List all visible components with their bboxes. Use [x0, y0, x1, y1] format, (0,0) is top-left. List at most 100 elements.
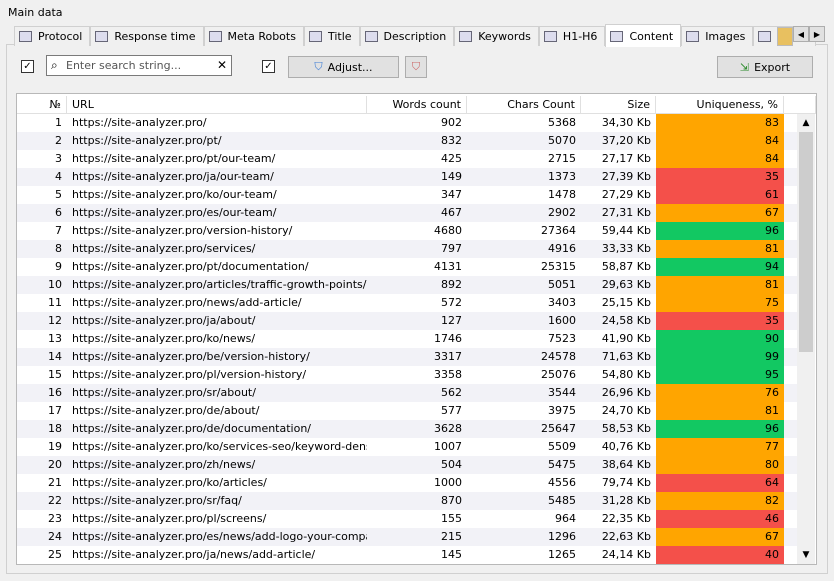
table-cell: 1296: [548, 530, 576, 543]
tab-icon: [610, 30, 624, 42]
column-header[interactable]: Chars Count: [467, 96, 581, 114]
scrollbar[interactable]: ▲ ▼: [797, 114, 815, 564]
table-cell: 27,31 Kb: [601, 206, 651, 219]
table-cell: https://site-analyzer.pro/articles/traff…: [72, 278, 367, 291]
row-background: [17, 204, 797, 222]
table-cell: https://site-analyzer.pro/ja/about/: [72, 314, 256, 327]
column-header[interactable]: Words count: [367, 96, 467, 114]
export-button[interactable]: ⇲ Export: [717, 56, 813, 78]
table-cell: https://site-analyzer.pro/ja/our-team/: [72, 170, 274, 183]
tab-label: Title: [327, 30, 352, 43]
uniqueness-cell: 95: [656, 366, 784, 384]
tab[interactable]: Meta Robots: [203, 26, 304, 46]
table-cell: 58,53 Kb: [601, 422, 651, 435]
table-cell: 22,35 Kb: [601, 512, 651, 525]
row-background: [17, 132, 797, 150]
checkbox[interactable]: ✓: [262, 60, 275, 73]
tab[interactable]: Response time: [90, 26, 204, 46]
tab[interactable]: Title: [303, 26, 360, 46]
table-cell: 26,96 Kb: [601, 386, 651, 399]
table-cell: 24: [48, 530, 62, 543]
table-cell: 27,39 Kb: [601, 170, 651, 183]
button-label: Adjust...: [327, 60, 373, 74]
row-background: [17, 456, 797, 474]
uniqueness-cell: 96: [656, 222, 784, 240]
row-background: [17, 402, 797, 420]
table-cell: 3628: [434, 422, 462, 435]
window-title: Main data: [8, 6, 63, 19]
data-table: ▲ ▼ № URL Words count Chars Count Size Unique…: [16, 93, 817, 565]
table-cell: 902: [441, 116, 462, 129]
table-cell: 1373: [548, 170, 576, 183]
table-cell: https://site-analyzer.pro/news/add-artic…: [72, 296, 302, 309]
scroll-thumb[interactable]: [799, 132, 813, 352]
row-background: [17, 114, 797, 132]
tab[interactable]: H1-H6: [538, 26, 606, 46]
row-background: [17, 528, 797, 546]
tab-scroll-right[interactable]: ▶: [809, 26, 825, 42]
uniqueness-cell: 35: [656, 312, 784, 330]
uniqueness-cell: 64: [656, 474, 784, 492]
row-background: [17, 438, 797, 456]
row-background: [17, 330, 797, 348]
table-cell: 21: [48, 476, 62, 489]
column-header[interactable]: Uniqueness, %: [656, 96, 784, 114]
table-cell: 18: [48, 422, 62, 435]
adjust-button[interactable]: ⛉ Adjust...: [288, 56, 399, 78]
row-background: [17, 492, 797, 510]
column-header[interactable]: №: [17, 96, 67, 114]
table-cell: https://site-analyzer.pro/pt/documentati…: [72, 260, 309, 273]
table-cell: 12: [48, 314, 62, 327]
tab-label: Description: [383, 30, 447, 43]
table-cell: 2715: [548, 152, 576, 165]
table-cell: 7523: [548, 332, 576, 345]
search-placeholder: Enter search string...: [66, 59, 182, 72]
clear-filter-button[interactable]: ⛉: [405, 56, 427, 78]
table-cell: 23: [48, 512, 62, 525]
table-cell: 215: [441, 530, 462, 543]
tab[interactable]: Images: [681, 26, 754, 46]
table-cell: https://site-analyzer.pro/: [72, 116, 207, 129]
uniqueness-cell: 61: [656, 186, 784, 204]
table-cell: 27,17 Kb: [601, 152, 651, 165]
row-background: [17, 420, 797, 438]
table-cell: https://site-analyzer.pro/ko/our-team/: [72, 188, 277, 201]
table-cell: 25,15 Kb: [601, 296, 651, 309]
search-box[interactable]: ⌕ Enter search string... ✕: [46, 55, 232, 76]
table-cell: https://site-analyzer.pro/version-histor…: [72, 224, 293, 237]
table-cell: 572: [441, 296, 462, 309]
row-background: [17, 150, 797, 168]
uniqueness-cell: 84: [656, 150, 784, 168]
tab[interactable]: Keywords: [454, 26, 539, 46]
row-background: [17, 474, 797, 492]
table-cell: 71,63 Kb: [601, 350, 651, 363]
column-header[interactable]: URL: [67, 96, 367, 114]
tab-overflow: [777, 27, 793, 46]
table-cell: 6: [55, 206, 62, 219]
uniqueness-cell: 67: [656, 528, 784, 546]
uniqueness-cell: 76: [656, 384, 784, 402]
table-cell: 1600: [548, 314, 576, 327]
tab[interactable]: Description: [359, 26, 455, 46]
table-cell: 7: [55, 224, 62, 237]
table-cell: 145: [441, 548, 462, 561]
tab-label: Keywords: [478, 30, 531, 43]
uniqueness-cell: 35: [656, 168, 784, 186]
table-cell: 34,30 Kb: [601, 116, 651, 129]
row-background: [17, 384, 797, 402]
tab-scroll-left[interactable]: ◀: [793, 26, 809, 42]
clear-icon[interactable]: ✕: [217, 58, 228, 72]
table-cell: 27,29 Kb: [601, 188, 651, 201]
column-header[interactable]: Size: [581, 96, 656, 114]
checkbox[interactable]: ✓: [21, 60, 34, 73]
tab[interactable]: Content: [605, 24, 682, 47]
row-background: [17, 258, 797, 276]
table-cell: 79,74 Kb: [601, 476, 651, 489]
table-cell: 19: [48, 440, 62, 453]
uniqueness-cell: 81: [656, 276, 784, 294]
table-cell: 40,76 Kb: [601, 440, 651, 453]
table-cell: 24,58 Kb: [601, 314, 651, 327]
table-cell: https://site-analyzer.pro/sr/faq/: [72, 494, 242, 507]
tab[interactable]: Protocol: [14, 26, 91, 46]
